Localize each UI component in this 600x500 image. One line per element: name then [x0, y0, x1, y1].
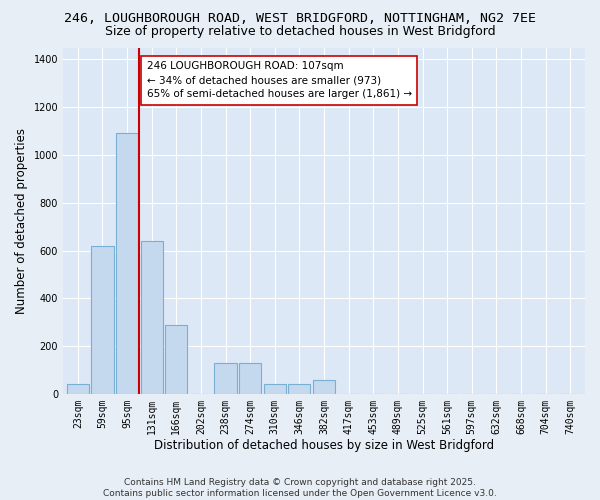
Bar	[264, 384, 286, 394]
Text: 246, LOUGHBOROUGH ROAD, WEST BRIDGFORD, NOTTINGHAM, NG2 7EE: 246, LOUGHBOROUGH ROAD, WEST BRIDGFORD, …	[64, 12, 536, 26]
Text: Size of property relative to detached houses in West Bridgford: Size of property relative to detached ho…	[104, 25, 496, 38]
Y-axis label: Number of detached properties: Number of detached properties	[15, 128, 28, 314]
Text: Contains HM Land Registry data © Crown copyright and database right 2025.
Contai: Contains HM Land Registry data © Crown c…	[103, 478, 497, 498]
Bar	[91, 246, 113, 394]
Bar	[313, 380, 335, 394]
Text: 246 LOUGHBOROUGH ROAD: 107sqm
← 34% of detached houses are smaller (973)
65% of : 246 LOUGHBOROUGH ROAD: 107sqm ← 34% of d…	[146, 62, 412, 100]
X-axis label: Distribution of detached houses by size in West Bridgford: Distribution of detached houses by size …	[154, 440, 494, 452]
Bar	[116, 134, 138, 394]
Bar	[67, 384, 89, 394]
Bar	[239, 363, 261, 394]
Bar	[165, 324, 187, 394]
Bar	[140, 241, 163, 394]
Bar	[289, 384, 310, 394]
Bar	[214, 363, 236, 394]
